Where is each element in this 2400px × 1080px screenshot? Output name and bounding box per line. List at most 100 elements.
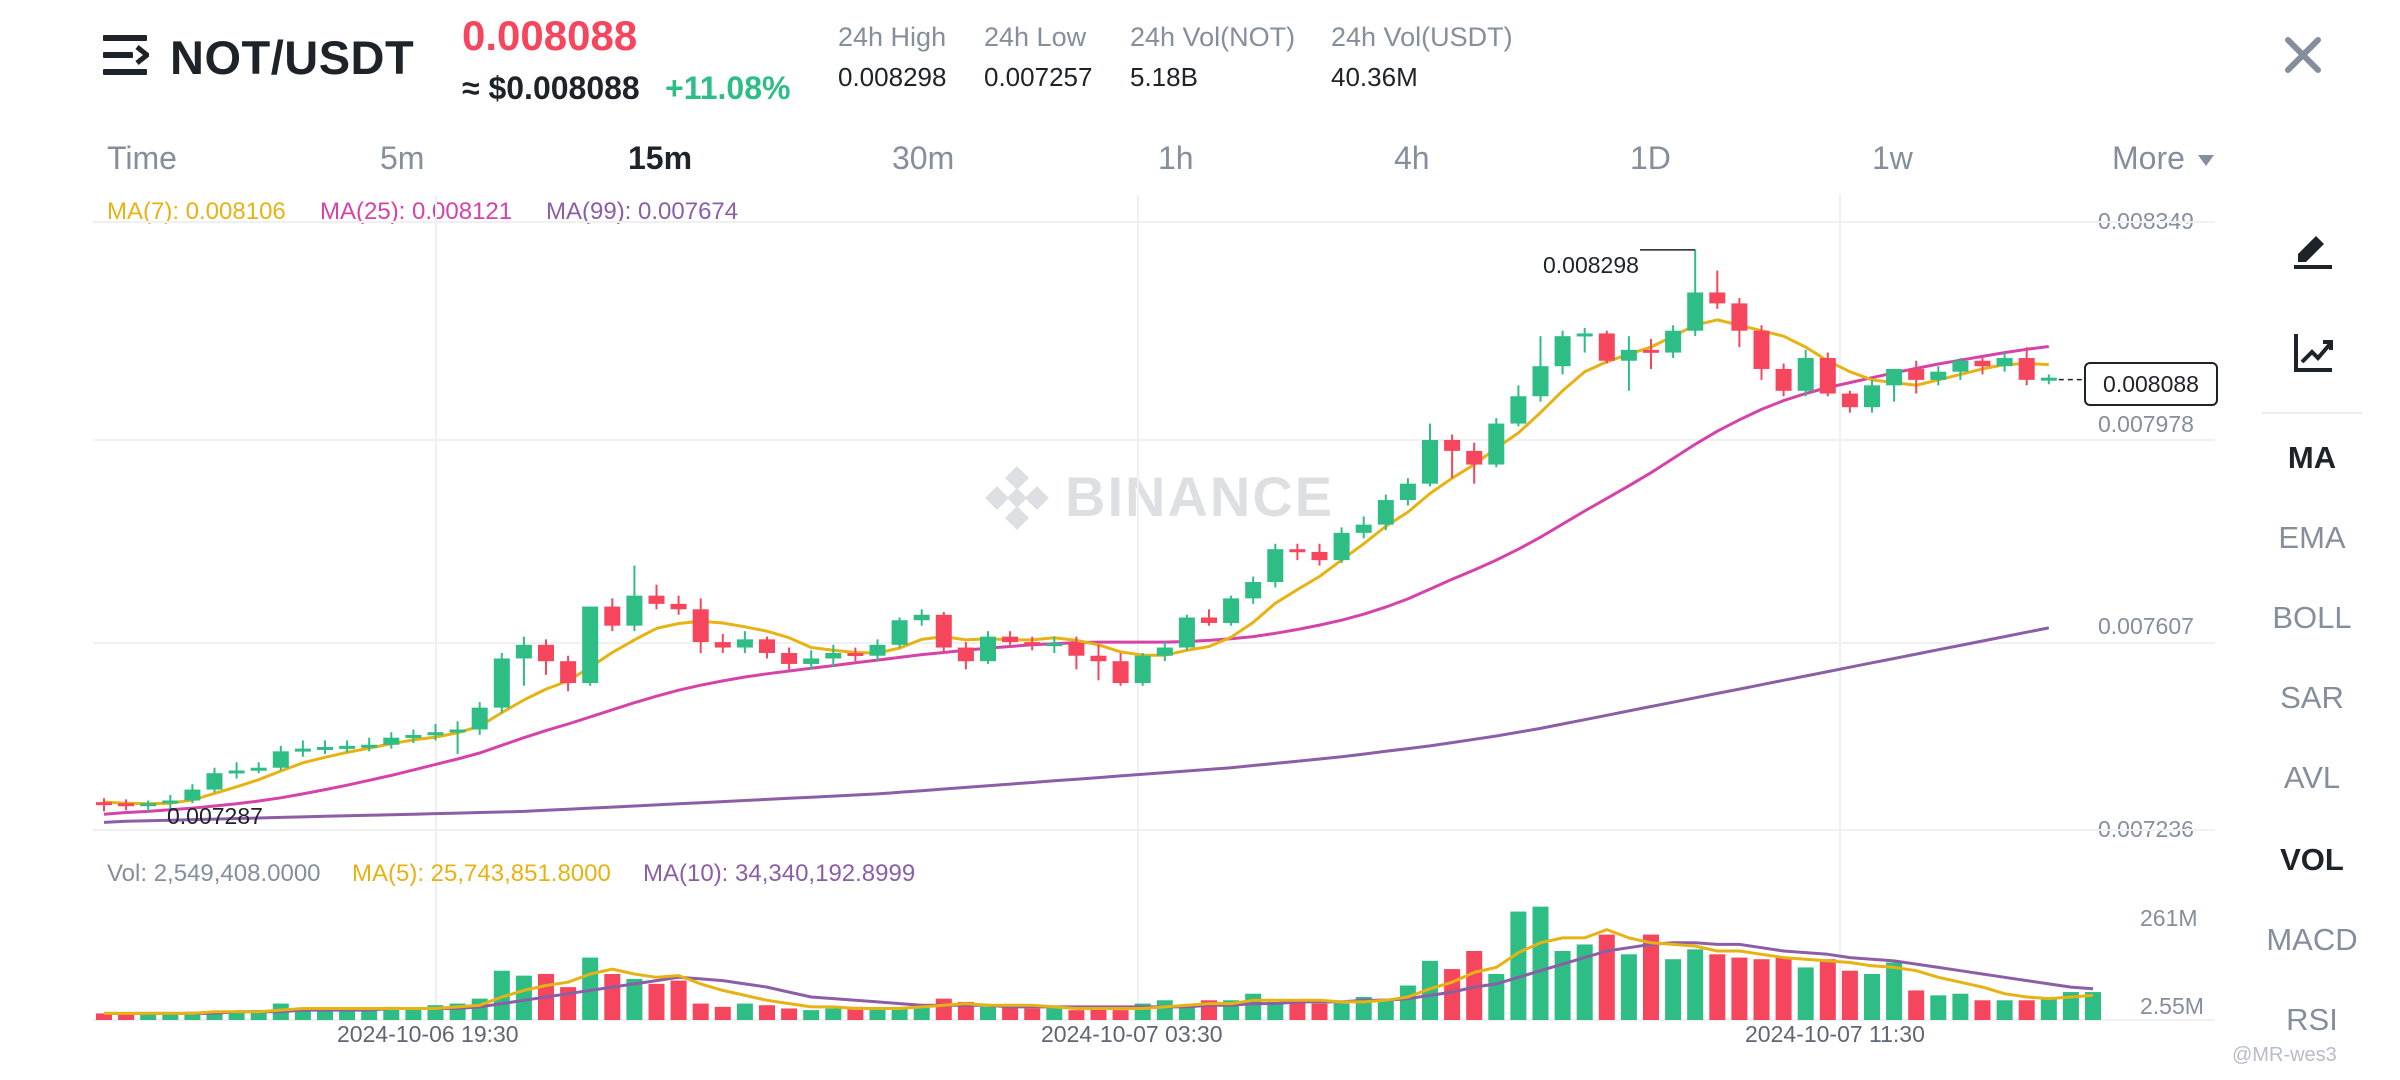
current-price-tag[interactable]: 0.008088 [2084,362,2218,406]
volume-bar [2062,992,2079,1020]
candle-body [1002,636,1019,643]
stat-24h-low-label: 24h Low [984,22,1087,52]
candle-body [1399,483,1416,501]
tab-1d[interactable]: 1D [1630,140,1671,176]
candle-body [1068,643,1085,656]
candle-body [162,800,179,804]
candle-body [1643,349,1659,353]
tab-30m[interactable]: 30m [892,140,955,176]
indicator-rsi[interactable]: RSI [2286,1002,2338,1037]
volume-bar [1444,969,1461,1020]
candle-body [272,751,289,768]
indicator-chart-icon[interactable] [2290,330,2336,376]
vol-value: Vol: 2,549,408.0000 [107,860,321,887]
binance-watermark: BINANCE [985,458,1332,538]
volume-bar [1687,949,1704,1020]
volume-bar [1930,995,1947,1020]
volume-axis-label: 261M [2140,905,2198,931]
candle-body [1841,393,1858,408]
candle-body [913,614,930,621]
draw-tool-icon[interactable] [2290,226,2336,272]
tab-4h[interactable]: 4h [1394,140,1430,176]
close-icon[interactable] [2278,30,2328,80]
indicator-vol[interactable]: VOL [2280,842,2344,877]
high-price-marker: 0.008298 [1543,252,1639,278]
candle-body [1930,371,1947,380]
candle-body [294,748,311,752]
volume-bar [1090,1008,1107,1020]
indicator-boll[interactable]: BOLL [2272,600,2352,635]
pair-title[interactable]: NOT/USDT [170,31,415,84]
tab-5m[interactable]: 5m [380,140,425,176]
candle-body [1775,368,1792,391]
volume-bar [1996,1000,2013,1020]
volume-bar [626,978,643,1020]
volume-bar [1532,906,1549,1020]
candle-body [383,737,400,745]
candle-body [604,606,621,626]
volume-bar [1620,954,1637,1020]
indicator-avl[interactable]: AVL [2283,760,2341,795]
ma25-value: MA(25): 0.008121 [320,198,513,225]
volume-bar [847,1006,864,1020]
candle-body [405,734,422,738]
tab-more[interactable]: More [2112,140,2214,177]
candle-body [2018,358,2035,380]
indicator-ma[interactable]: MA [2287,440,2337,475]
volume-bar [1377,998,1394,1020]
time-axis-label: 2024-10-06 19:30 [337,1021,519,1047]
volume-bar [1665,959,1682,1020]
volume-bar [759,1005,775,1020]
candle-body [1576,333,1593,337]
candle-body [1422,439,1438,484]
volume-bar [1333,1003,1350,1020]
candle-body [1996,358,2013,367]
candle-body [1974,360,1991,367]
watermark-text: BINANCE [1065,465,1335,528]
volume-bar [1952,993,1969,1020]
candle-body [560,661,577,684]
candle-body [471,707,488,730]
tab-1w[interactable]: 1w [1872,140,1913,176]
volume-bar [891,1006,908,1020]
tab-1h[interactable]: 1h [1158,140,1194,176]
candle-body [1046,643,1063,647]
candle-body [1311,551,1328,561]
volume-bar [1289,1001,1306,1020]
usd-price: ≈ $0.008088 [462,70,640,106]
volume-bar [1841,970,1858,1020]
time-axis-label: 2024-10-07 03:30 [1041,1021,1223,1047]
candle-body [980,636,996,662]
tab-time[interactable]: Time [107,140,177,176]
candle-body [1488,423,1505,465]
volume-bar [96,1013,112,1020]
candle-body [1753,330,1770,369]
volume-bar [692,1003,709,1020]
volume-bar [1399,985,1416,1020]
volume-bar [184,1011,201,1020]
ma7-line [103,318,2049,806]
candle-body [626,595,643,626]
indicator-sar[interactable]: SAR [2280,680,2344,715]
volume-bar [1002,1006,1019,1020]
volume-bar [1731,957,1748,1020]
candle-body [648,595,665,604]
volume-axis-label: 2.55M [2140,993,2204,1019]
volume-bar [206,1011,223,1020]
candle-body [140,803,157,807]
menu-icon[interactable] [103,33,152,77]
candle-body [228,770,245,774]
volume-bar [1422,960,1438,1020]
volume-bar [736,1003,753,1020]
volume-bar [2018,1000,2035,1020]
candle-body [361,744,378,748]
indicator-macd[interactable]: MACD [2266,922,2358,957]
candle-body [1620,349,1637,361]
volume-bar [670,980,687,1020]
tab-15m[interactable]: 15m [628,140,693,176]
price-axis-label: 0.007978 [2098,411,2194,437]
volume-bar [781,1008,798,1020]
indicator-ema[interactable]: EMA [2278,520,2346,555]
candle-body [2040,377,2057,381]
